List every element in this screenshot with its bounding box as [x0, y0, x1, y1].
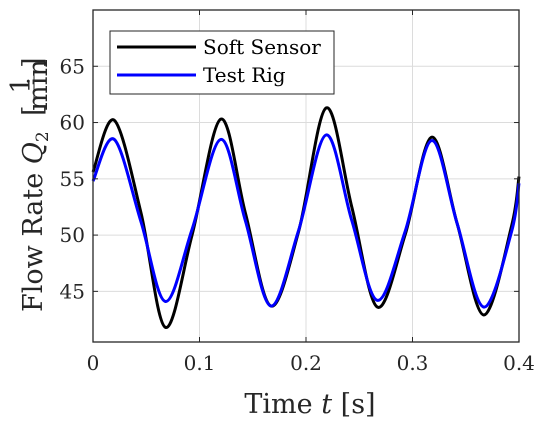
y-tick-label: 45	[60, 279, 85, 303]
x-axis-label: Time t [s]	[244, 389, 375, 420]
legend: Soft Sensor Test Rig	[109, 30, 335, 95]
y-tick-label: 60	[60, 111, 85, 135]
x-tick-label: 0	[87, 351, 100, 375]
svg-text:1: 1	[6, 76, 37, 93]
series-lines	[91, 106, 521, 329]
svg-text:min: min	[23, 59, 54, 111]
legend-label-test-rig: Test Rig	[203, 63, 286, 87]
legend-label-soft-sensor: Soft Sensor	[203, 35, 321, 59]
legend-box	[109, 30, 335, 95]
x-tick-label: 0.2	[290, 351, 322, 375]
axis-ticks: 0 0.1 0.2 0.3 0.4 45 50 55 60 65	[60, 10, 535, 375]
x-tick-label: 0.3	[397, 351, 429, 375]
svg-text:Flow Rate Q2: Flow Rate Q2	[18, 131, 53, 312]
y-axis-unit: [ 1 min ]	[6, 57, 54, 116]
y-tick-label: 50	[60, 223, 85, 247]
y-axis-label: Flow Rate Q2 [ 1 min ]	[6, 57, 54, 312]
x-tick-label: 0.1	[184, 351, 216, 375]
x-tick-label: 0.4	[503, 351, 535, 375]
y-tick-label: 65	[60, 54, 85, 78]
svg-text:[: [	[18, 105, 49, 116]
series-line-test-rig	[91, 133, 521, 309]
y-tick-label: 55	[60, 167, 85, 191]
svg-text:]: ]	[18, 57, 49, 68]
